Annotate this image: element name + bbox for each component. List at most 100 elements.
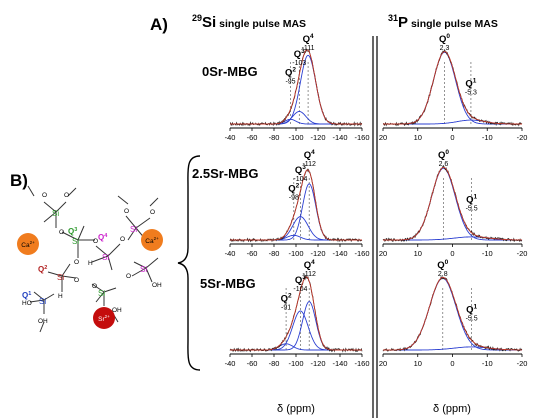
x-tick-label: 0 xyxy=(450,249,454,258)
peak-value-label: 2.6 xyxy=(439,161,449,168)
x-tick-label: 20 xyxy=(379,133,387,142)
experimental-spectrum xyxy=(382,275,523,352)
x-tick-label: 0 xyxy=(450,133,454,142)
sample-label-0sr: 0Sr-MBG xyxy=(202,64,258,79)
peak-value-label: -5.5 xyxy=(466,206,478,213)
si-header: 29Si single pulse MAS xyxy=(192,13,306,31)
peak-value-label: -5.3 xyxy=(465,90,477,97)
component-curve xyxy=(383,167,522,241)
calcium-ion-label: Ca2+ xyxy=(21,240,35,249)
x-tick-label: -60 xyxy=(247,249,258,258)
x-tick-label: 10 xyxy=(414,359,422,368)
component-curve xyxy=(230,111,362,125)
peak-label: Q4 xyxy=(304,149,315,161)
peak-label: Q2 xyxy=(288,183,299,195)
x-tick-label: -20 xyxy=(517,249,528,258)
peak-label: Q1 xyxy=(465,78,476,90)
oxygen-label: O xyxy=(42,192,47,199)
peak-label: Q3 xyxy=(295,274,306,286)
spectrum-panel: -40 -60 -80 -100 -120 -140 -160 Q2-98 Q3-104 Q4-1… xyxy=(225,149,370,258)
x-tick-label: -140 xyxy=(332,359,347,368)
peak-value-label: -111 xyxy=(302,45,315,52)
component-curve xyxy=(230,343,362,351)
x-tick-label: -10 xyxy=(482,133,493,142)
spectrum-panel: 20 10 0 -10 -20 Q02.8 Q1-5.5 xyxy=(379,259,528,368)
x-tick-label: -40 xyxy=(225,249,236,258)
si-atom: Si xyxy=(72,237,79,246)
x-tick-label: -40 xyxy=(225,133,236,142)
x-tick-label: 10 xyxy=(414,249,422,258)
peak-value-label: -98 xyxy=(289,195,299,202)
peak-label: Q2 xyxy=(281,293,292,305)
peak-value-label: 2.3 xyxy=(440,45,450,52)
experimental-spectrum xyxy=(382,50,523,127)
sample-label-5sr: 5Sr-MBG xyxy=(200,276,256,291)
x-tick-label: -140 xyxy=(332,249,347,258)
peak-label: Q3 xyxy=(294,48,305,60)
oxygen-label: O xyxy=(120,236,125,243)
hydroxyl-label: OH xyxy=(152,282,162,289)
x-tick-label: 0 xyxy=(450,359,454,368)
x-tick-label: -160 xyxy=(354,133,369,142)
peak-value-label: -91 xyxy=(281,305,291,312)
si-atom: Si xyxy=(140,265,147,274)
hydrogen-label: H xyxy=(88,260,93,267)
calcium-ion-label: Ca2+ xyxy=(145,236,159,245)
hydroxyl-label: HO xyxy=(22,300,32,307)
calcium-ion xyxy=(141,229,163,251)
sample-label-2-5sr: 2.5Sr-MBG xyxy=(192,166,258,181)
q4-label: Q4 xyxy=(98,233,108,242)
x-tick-label: -10 xyxy=(482,249,493,258)
si-header-isotope: 29 xyxy=(192,13,202,23)
peak-label: Q3 xyxy=(295,164,306,176)
component-curve xyxy=(383,51,522,125)
peak-value-label: -5.5 xyxy=(466,316,478,323)
spectrum-panel: 20 10 0 -10 -20 Q02.3 Q1-5.3 xyxy=(379,33,528,142)
x-tick-label: -120 xyxy=(310,359,325,368)
silicate-network-diagram: Ca2+ Ca2+ Sr2+ Si Si Si Si Si Si Si Si O… xyxy=(17,185,163,333)
x-tick-label: 10 xyxy=(414,133,422,142)
oxygen-label: O xyxy=(74,259,79,266)
peak-label: Q0 xyxy=(438,149,449,161)
si-atom: Si xyxy=(130,225,137,234)
x-tick-label: -160 xyxy=(354,249,369,258)
x-tick-label: -10 xyxy=(482,359,493,368)
experimental-spectrum xyxy=(382,165,523,243)
peak-value-label: -95 xyxy=(285,79,295,86)
panel-a-label: A) xyxy=(150,15,168,34)
peak-label: Q0 xyxy=(437,259,448,271)
x-tick-label: -80 xyxy=(269,249,280,258)
p-header-element: P xyxy=(398,14,408,31)
si-atom: Si xyxy=(52,209,59,218)
x-tick-label: -120 xyxy=(310,249,325,258)
peak-label: Q4 xyxy=(304,259,315,271)
peak-label: Q4 xyxy=(303,33,314,45)
spectra-layer: -40 -60 -80 -100 -120 -140 -160Q2-95Q3-103Q4-1… xyxy=(225,33,528,368)
si-xlabel: δ (ppm) xyxy=(277,403,315,415)
panel-b-label: B) xyxy=(10,171,28,190)
oxygen-label: O xyxy=(74,277,79,284)
bond-lines xyxy=(27,185,159,333)
si-atom: Si xyxy=(98,289,105,298)
calcium-ion xyxy=(17,233,39,255)
x-tick-label: -60 xyxy=(247,359,258,368)
peak-label: Q1 xyxy=(466,194,477,206)
peak-value-label: -104 xyxy=(293,286,307,293)
oxygen-label: O xyxy=(59,229,64,236)
component-curve xyxy=(383,277,522,351)
x-tick-label: -60 xyxy=(247,133,258,142)
hydrogen-label: H xyxy=(58,293,63,300)
si-atom: Si xyxy=(57,273,64,282)
x-tick-label: -80 xyxy=(269,133,280,142)
fit-spectrum xyxy=(383,276,523,351)
x-tick-label: -100 xyxy=(288,359,303,368)
fit-spectrum xyxy=(383,51,522,125)
q3-label: Q3 xyxy=(68,227,77,236)
component-curve xyxy=(230,183,362,241)
fit-spectrum xyxy=(230,49,362,125)
strontium-ion xyxy=(93,307,115,329)
fit-spectrum xyxy=(230,169,362,241)
x-tick-label: -20 xyxy=(517,359,528,368)
peak-value-label: -104 xyxy=(293,176,307,183)
fit-spectrum xyxy=(383,166,523,241)
